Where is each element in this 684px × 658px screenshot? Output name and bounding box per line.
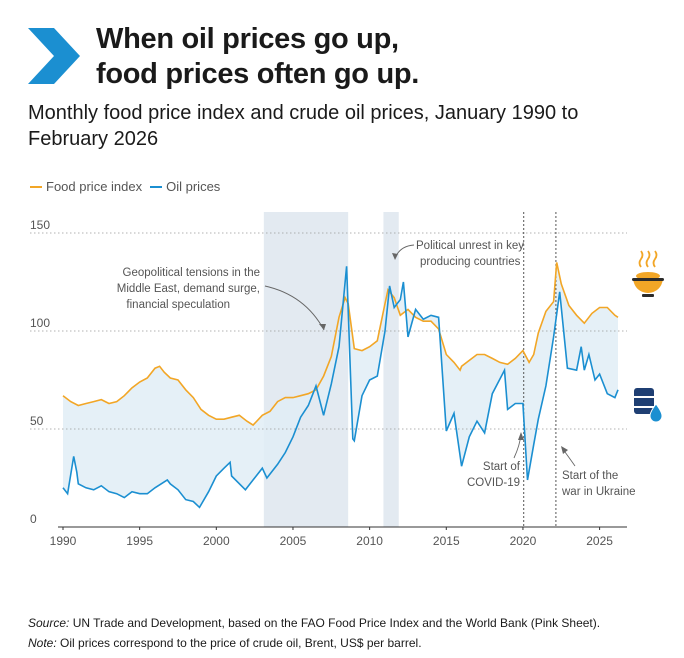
marker-ukraine-arrowhead xyxy=(561,446,568,454)
annotation-geopolitical-arrowhead xyxy=(319,324,326,330)
barrel-body xyxy=(634,388,654,414)
steam-1 xyxy=(638,250,644,268)
chevron-logo-icon xyxy=(28,28,80,84)
legend-item-food: Food price index xyxy=(30,179,142,194)
steam-2 xyxy=(645,250,651,268)
barrel-band-1 xyxy=(634,396,654,398)
title-line-2: food prices often go up. xyxy=(96,58,420,90)
oil-drop xyxy=(649,403,663,423)
barrel-band-2 xyxy=(634,406,654,408)
chart-subtitle: Monthly food price index and crude oil p… xyxy=(28,102,579,150)
oil-barrel-icon xyxy=(634,388,663,423)
source-text: UN Trade and Development, based on the F… xyxy=(69,616,601,630)
x-tick-2000: 2000 xyxy=(203,534,230,548)
annotation-geopolitical-line1: Geopolitical tensions in the xyxy=(123,267,260,279)
y-tick-100: 100 xyxy=(30,316,50,330)
chart-area: 0 50 100 150 1990 1995 2000 2005 2010 2015 2020 20… xyxy=(30,212,664,548)
legend-swatch-food xyxy=(30,185,42,188)
annotation-political-line2: producing countries xyxy=(420,256,521,268)
x-tick-2015: 2015 xyxy=(433,534,460,548)
annotation-political-line1: Political unrest in key xyxy=(416,240,524,252)
bowl-rim xyxy=(632,278,664,281)
legend-swatch-oil xyxy=(150,185,163,188)
series-line-food xyxy=(62,262,619,427)
annotation-geopolitical-arrow xyxy=(264,285,325,331)
x-tick-1990: 1990 xyxy=(50,534,77,548)
marker-ukraine-line1: Start of the xyxy=(562,470,618,482)
y-tick-150: 150 xyxy=(30,218,50,232)
bowl-base xyxy=(642,294,654,297)
x-tick-2005: 2005 xyxy=(280,534,307,548)
x-tick-2025: 2025 xyxy=(586,534,613,548)
marker-covid: Start of COVID-19 xyxy=(467,432,524,489)
source-note: Source: UN Trade and Development, based … xyxy=(28,616,600,630)
gap-area-fill xyxy=(63,262,618,508)
marker-covid-line1: Start of xyxy=(483,461,521,473)
x-tick-labels: 1990 1995 2000 2005 2010 2015 2020 2025 xyxy=(50,527,613,548)
marker-covid-line2: COVID-19 xyxy=(467,477,520,489)
marker-covid-arrowhead xyxy=(518,432,524,440)
y-tick-labels: 0 50 100 150 xyxy=(30,218,50,526)
legend-label-food: Food price index xyxy=(46,179,143,194)
page-title: When oil prices go up, food prices often… xyxy=(96,22,419,92)
note-label: Note: xyxy=(28,636,57,650)
y-tick-0: 0 xyxy=(30,512,37,526)
annotation-geopolitical-line2: Middle East, demand surge, xyxy=(117,283,260,295)
series-line-oil xyxy=(62,266,619,509)
x-tick-2020: 2020 xyxy=(510,534,537,548)
x-tick-1995: 1995 xyxy=(126,534,153,548)
annotation-geopolitical-line3: financial speculation xyxy=(126,299,230,311)
annotation-geopolitical: Geopolitical tensions in the Middle East… xyxy=(117,267,326,331)
food-bowl-icon xyxy=(632,250,664,297)
marker-ukraine: Start of the war in Ukraine xyxy=(561,446,636,498)
source-label: Source: xyxy=(28,616,70,630)
y-tick-50: 50 xyxy=(30,414,44,428)
bowl-body xyxy=(633,279,663,293)
methodology-note: Note: Oil prices correspond to the price… xyxy=(28,636,422,650)
note-text: Oil prices correspond to the price of cr… xyxy=(56,636,422,650)
legend-label-oil: Oil prices xyxy=(166,179,221,194)
chart-legend: Food price index Oil prices xyxy=(30,179,228,194)
annotation-political-arrowhead xyxy=(392,253,398,260)
marker-ukraine-line2: war in Ukraine xyxy=(561,486,636,498)
x-tick-2010: 2010 xyxy=(356,534,383,548)
steam-3 xyxy=(652,250,658,268)
gridlines xyxy=(30,232,627,430)
shaded-period-0 xyxy=(263,212,349,527)
title-line-1: When oil prices go up, xyxy=(96,23,399,55)
shaded-period-1 xyxy=(383,212,399,527)
legend-item-oil: Oil prices xyxy=(150,179,220,194)
annotation-political: Political unrest in key producing countr… xyxy=(392,240,524,268)
